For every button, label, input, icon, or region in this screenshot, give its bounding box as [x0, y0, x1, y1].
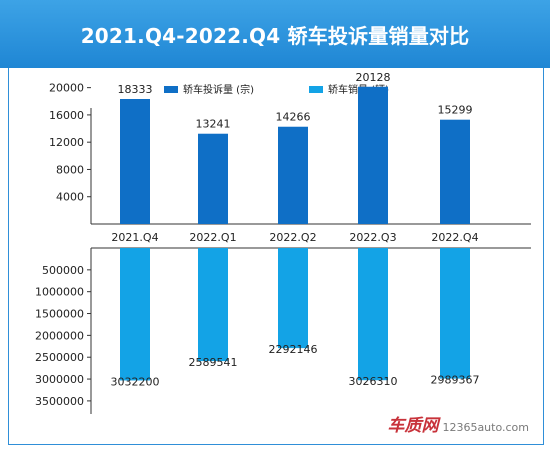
upper-tick-label: 4000: [56, 191, 84, 204]
sales-bar: [198, 248, 228, 362]
complaint-data-label: 14266: [276, 111, 311, 124]
sales-bar: [278, 248, 308, 349]
lower-tick-label: 2500000: [35, 351, 84, 364]
complaint-bar: [358, 86, 388, 224]
lower-tick-label: 500000: [42, 264, 84, 277]
category-label: 2022.Q2: [269, 231, 316, 244]
legend-swatch-sales: [309, 86, 323, 93]
legend-label-complaints: 轿车投诉量 (宗): [183, 83, 254, 96]
complaint-data-label: 18333: [118, 83, 153, 96]
upper-tick-label: 12000: [49, 136, 84, 149]
chart-title: 2021.Q4-2022.Q4 轿车投诉量销量对比: [80, 23, 470, 48]
lower-tick-label: 3000000: [35, 373, 84, 386]
chart-header: 2021.Q4-2022.Q4 轿车投诉量销量对比: [0, 0, 550, 68]
sales-bar: [120, 248, 150, 381]
watermark: 车质网 12365auto.com: [387, 411, 529, 436]
category-label: 2022.Q4: [431, 231, 478, 244]
sales-bar: [358, 248, 388, 381]
sales-data-label: 3032200: [111, 375, 160, 388]
lower-tick-label: 1500000: [35, 308, 84, 321]
sales-data-label: 3026310: [349, 375, 398, 388]
category-label: 2022.Q1: [189, 231, 236, 244]
chart-frame: 轿车投诉量 (宗)轿车销量 (辆)40008000120001600020000…: [8, 68, 544, 445]
legend-swatch-complaints: [164, 86, 178, 93]
complaint-data-label: 20128: [356, 71, 391, 84]
category-label: 2021.Q4: [111, 231, 158, 244]
sales-data-label: 2589541: [189, 356, 238, 369]
complaint-bar: [120, 99, 150, 224]
lower-tick-label: 3500000: [35, 395, 84, 408]
lower-tick-label: 2000000: [35, 329, 84, 342]
sales-bar: [440, 248, 470, 379]
watermark-logo: 车质网: [387, 416, 439, 436]
category-label: 2022.Q3: [349, 231, 396, 244]
complaint-data-label: 15299: [438, 104, 473, 117]
sales-data-label: 2292146: [269, 343, 318, 356]
upper-tick-label: 20000: [49, 82, 84, 95]
upper-tick-label: 16000: [49, 109, 84, 122]
complaint-bar: [198, 133, 228, 224]
lower-tick-label: 1000000: [35, 286, 84, 299]
sales-data-label: 2989367: [431, 374, 480, 387]
complaint-bar: [278, 126, 308, 224]
chart-canvas: 轿车投诉量 (宗)轿车销量 (辆)40008000120001600020000…: [35, 71, 531, 414]
upper-tick-label: 8000: [56, 163, 84, 176]
complaint-bar: [440, 119, 470, 224]
complaint-data-label: 13241: [196, 118, 231, 131]
watermark-url: 12365auto.com: [442, 421, 529, 434]
